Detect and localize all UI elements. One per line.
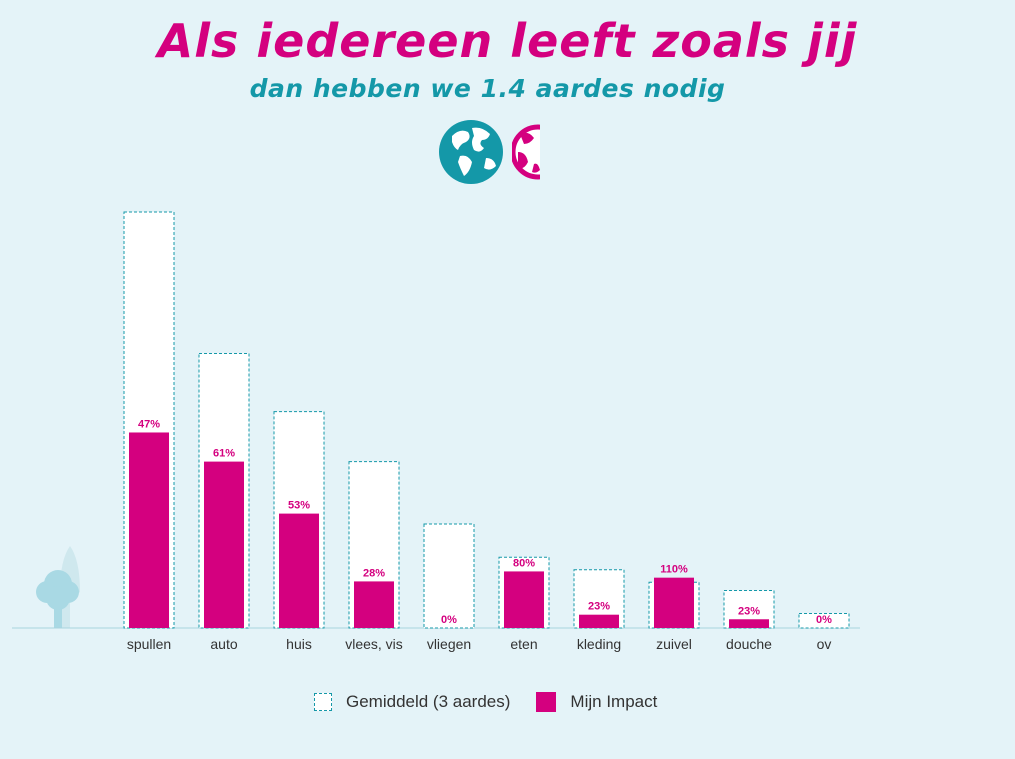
bar-mine-zuivel [654, 577, 694, 628]
earth-icon-full [439, 120, 503, 184]
tick-label-vliegen: vliegen [427, 636, 471, 652]
bar-chart: 47% spullen 61% auto 53% huis 28% vlees, vis 0% v… [12, 211, 860, 652]
bar-mine-vlees-vis [354, 581, 394, 628]
data-label-ov: 0% [816, 614, 832, 626]
data-label-vlees-vis: 28% [363, 567, 385, 579]
legend-label-mine: Mijn Impact [570, 692, 658, 711]
tick-label-douche: douche [726, 636, 772, 652]
bar-average-ov [798, 612, 850, 629]
data-label-auto: 61% [213, 448, 235, 460]
bar-mine-douche [729, 619, 769, 628]
earth-icon-partial [512, 124, 540, 180]
tick-label-kleding: kleding [577, 636, 621, 652]
page-subtitle: dan hebben we 1.4 aardes nodig [249, 74, 726, 103]
legend-item-mine: Mijn Impact [536, 692, 657, 712]
bar-mine-eten [504, 571, 544, 628]
legend-swatch-average [314, 693, 332, 711]
data-label-kleding: 23% [588, 601, 610, 613]
legend: Gemiddeld (3 aardes) Mijn Impact [314, 690, 683, 714]
tree-decoration [36, 546, 80, 628]
bar-average-vliegen [423, 523, 475, 629]
tick-label-eten: eten [510, 636, 537, 652]
tick-label-zuivel: zuivel [656, 636, 692, 652]
data-label-spullen: 47% [138, 418, 160, 430]
tick-label-spullen: spullen [127, 636, 171, 652]
bar-mine-auto [204, 461, 244, 628]
data-label-douche: 23% [738, 605, 760, 617]
legend-item-average: Gemiddeld (3 aardes) [314, 692, 510, 712]
page-title: Als iedereen leeft zoals jij [157, 14, 858, 68]
data-label-huis: 53% [288, 500, 310, 512]
data-label-eten: 80% [513, 557, 535, 569]
tick-label-auto: auto [210, 636, 237, 652]
legend-label-average: Gemiddeld (3 aardes) [346, 692, 511, 711]
bar-mine-kleding [579, 614, 619, 628]
data-label-vliegen: 0% [441, 614, 457, 626]
data-label-zuivel: 110% [660, 564, 688, 576]
bar-mine-huis [279, 513, 319, 628]
tick-label-huis: huis [286, 636, 312, 652]
tick-label-ov: ov [817, 636, 832, 652]
bar-mine-spullen [129, 432, 169, 628]
tick-label-vlees-vis: vlees, vis [345, 636, 403, 652]
earth-icons [439, 120, 540, 184]
legend-swatch-mine [536, 692, 557, 712]
